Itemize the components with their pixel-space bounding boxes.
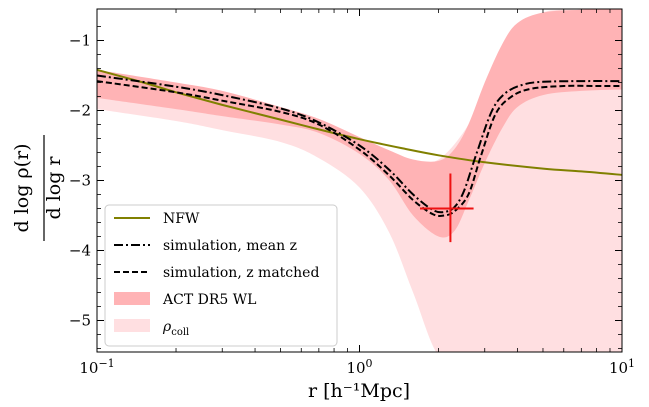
uncertainty-bands	[97, 9, 622, 352]
measurement-marker	[419, 173, 474, 243]
x-tick-label: 101	[609, 357, 635, 377]
x-tick-label: 10−1	[79, 357, 114, 377]
legend-label-nfw: NFW	[163, 211, 200, 227]
y-tick-label: −3	[69, 172, 91, 190]
y-tick-label: −4	[69, 242, 91, 260]
legend-swatch-rho-coll	[114, 319, 150, 332]
simulation-z-matched-line	[97, 80, 622, 217]
rho-symbol: ρ	[162, 319, 172, 335]
act-dr5-wl-band	[97, 9, 622, 238]
legend: NFW simulation, mean z simulation, z mat…	[104, 204, 338, 347]
legend-swatch-act	[114, 292, 150, 305]
series-lines	[97, 68, 622, 217]
y-tick-label: −5	[69, 312, 91, 330]
y-tick-label: −1	[69, 32, 91, 50]
y-tick-label: −2	[69, 102, 91, 120]
legend-label-z-matched: simulation, z matched	[163, 265, 319, 281]
legend-label-act: ACT DR5 WL	[162, 292, 256, 308]
nfw-line	[97, 68, 622, 176]
y-axis-label-numerator: d log ρ(r)	[11, 144, 33, 233]
legend-box	[104, 204, 338, 347]
x-axis-label: r [h⁻¹Mpc]	[308, 380, 410, 402]
x-tick-label: 100	[346, 357, 372, 377]
y-axis-label-denominator: d log r	[43, 156, 65, 220]
y-axis-label: d log ρ(r) d log r	[11, 135, 65, 241]
rho-subscript: coll	[171, 327, 189, 338]
axis-ticks: 10−1 100 101 −1 −2 −3 −4 −5	[69, 9, 635, 377]
legend-label-mean-z: simulation, mean z	[163, 238, 297, 254]
legend-label-rho-coll: ρcoll	[162, 319, 189, 338]
